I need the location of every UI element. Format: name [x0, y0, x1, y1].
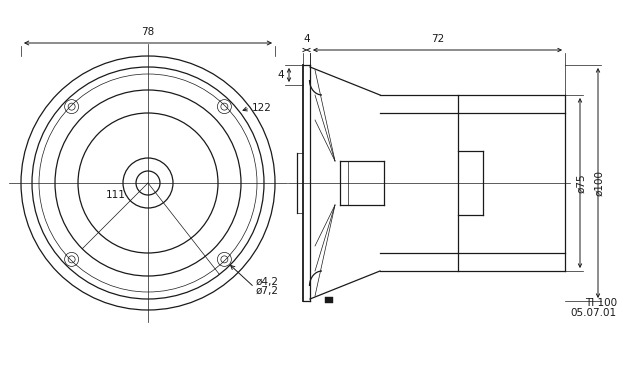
- Text: 4: 4: [278, 70, 284, 80]
- Text: 72: 72: [431, 34, 444, 44]
- Text: ø100: ø100: [594, 170, 604, 196]
- Text: ø4,2: ø4,2: [256, 277, 278, 287]
- Text: ø7,2: ø7,2: [256, 286, 278, 297]
- Text: 111: 111: [106, 190, 126, 200]
- Text: TI 100: TI 100: [585, 298, 617, 308]
- Text: 05.07.01: 05.07.01: [571, 308, 617, 318]
- Text: 122: 122: [252, 103, 272, 113]
- Text: 78: 78: [142, 27, 155, 37]
- Text: ø75: ø75: [576, 173, 586, 193]
- Text: 4: 4: [303, 34, 310, 44]
- Bar: [325, 297, 333, 303]
